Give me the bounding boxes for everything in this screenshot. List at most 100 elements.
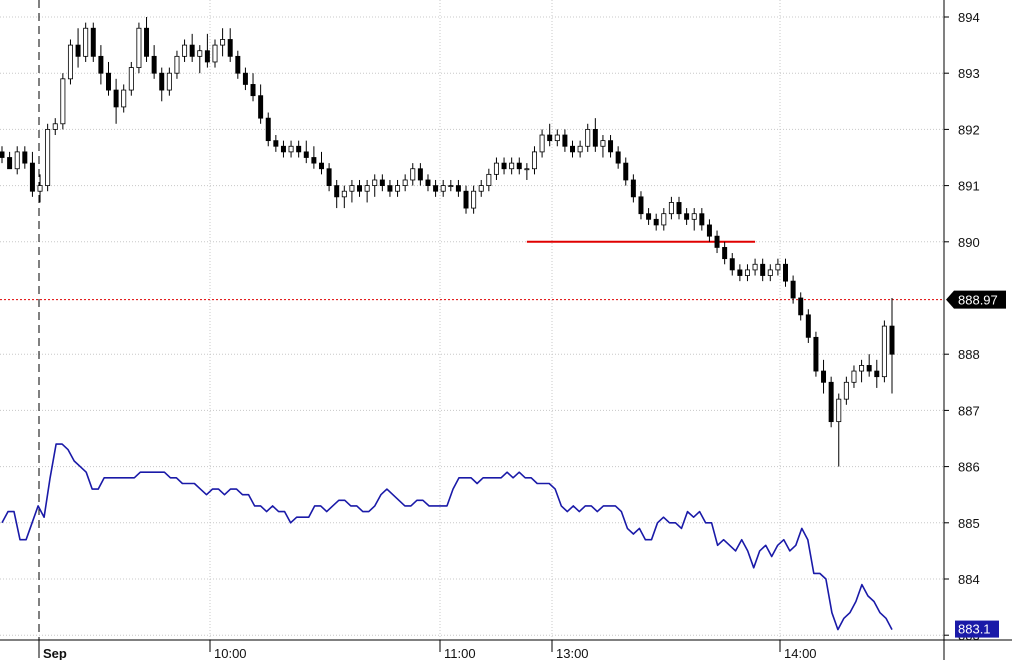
candle-body — [744, 269, 750, 276]
candle-body — [90, 27, 96, 57]
candle-body — [75, 44, 81, 57]
candle-body — [204, 50, 210, 63]
candle-body — [851, 370, 857, 383]
candle-body — [585, 128, 591, 147]
candle-body — [379, 179, 385, 186]
candle-body — [859, 365, 865, 372]
y-tick-label: 893 — [958, 66, 980, 81]
candle-body — [706, 224, 712, 237]
blue-line-series — [1, 443, 893, 631]
candle-body — [417, 168, 423, 181]
y-tick-label: 890 — [958, 235, 980, 250]
candle-body — [874, 370, 880, 378]
candle-body — [326, 168, 332, 187]
candle-body — [866, 365, 872, 372]
candle-body — [767, 269, 773, 276]
candle-body — [471, 190, 477, 209]
candle-body — [478, 185, 484, 192]
candle-body — [318, 162, 324, 170]
candle-body — [288, 145, 294, 153]
candle-body — [235, 55, 241, 74]
x-axis-ticks: Sep 10:00 11:00 13:00 14:00 — [38, 640, 817, 660]
candle-body — [189, 44, 195, 57]
y-tick-label: 884 — [958, 572, 980, 587]
candle-body — [387, 185, 393, 192]
candle-body — [159, 72, 165, 91]
candle-body — [646, 213, 652, 220]
candle-body — [881, 325, 887, 378]
candle-body — [136, 27, 142, 68]
candle-body — [29, 162, 35, 192]
blue-series-line — [1, 443, 893, 631]
candle-body — [821, 370, 827, 383]
candle-body — [562, 134, 568, 147]
y-axis-ticks: 894893892891890888887886885884883 — [944, 10, 980, 643]
candle-body — [212, 44, 218, 63]
candle-body — [798, 297, 804, 316]
candle-body — [691, 213, 697, 220]
x-tick-label: 10:00 — [214, 646, 247, 660]
candle-body — [790, 280, 796, 299]
candle-body — [615, 151, 621, 164]
candle-body — [509, 162, 515, 170]
candle-body — [463, 190, 469, 209]
candle-body — [106, 72, 111, 91]
candle-body — [722, 247, 728, 260]
candle-body — [182, 44, 188, 57]
value-tags: 888.97 883.1 — [946, 290, 1006, 638]
candle-body — [448, 185, 454, 188]
candle-body — [547, 134, 553, 142]
candle-body — [311, 157, 317, 164]
price-tag-label: 888.97 — [958, 293, 998, 308]
candle-body — [227, 39, 233, 57]
candle-body — [151, 55, 157, 74]
candle-body — [220, 39, 226, 46]
candle-body — [0, 151, 5, 158]
candle-body — [501, 162, 507, 170]
candle-body — [889, 325, 895, 355]
candle-body — [83, 27, 89, 57]
candle-body — [433, 185, 439, 192]
candle-body — [524, 168, 530, 171]
candle-body — [592, 128, 598, 147]
candle-body — [7, 157, 13, 170]
candle-body — [410, 168, 416, 181]
line-tag-label: 883.1 — [958, 622, 991, 637]
candle-body — [258, 95, 264, 119]
x-tick-label: 13:00 — [556, 646, 589, 660]
candle-body — [273, 140, 279, 147]
candle-body — [296, 145, 302, 153]
candle-body — [554, 134, 560, 142]
candle-body — [843, 381, 849, 400]
y-tick-label: 888 — [958, 347, 980, 362]
candle-body — [653, 218, 659, 226]
candle-body — [242, 72, 248, 85]
candle-body — [539, 134, 545, 153]
candle-body — [22, 151, 28, 164]
y-tick-label: 886 — [958, 460, 980, 475]
candle-body — [600, 140, 606, 147]
candle-body — [265, 117, 271, 142]
candle-body — [128, 67, 134, 91]
candle-body — [577, 145, 583, 153]
candle-body — [440, 185, 446, 192]
candle-body — [608, 140, 614, 153]
candle-body — [372, 179, 378, 186]
candle-body — [455, 185, 461, 192]
candle-body — [402, 179, 408, 186]
candle-body — [357, 185, 363, 192]
candle-body — [493, 162, 499, 175]
candle-body — [250, 84, 256, 97]
candle-body — [334, 185, 340, 198]
chart-grid — [0, 0, 944, 660]
candle-body — [486, 173, 492, 187]
candle-body — [737, 269, 743, 276]
candle-body — [67, 44, 73, 80]
candle-body — [37, 185, 43, 192]
candle-body — [760, 263, 766, 276]
candle-body — [14, 151, 20, 170]
y-tick-label: 894 — [958, 10, 980, 25]
candle-body — [714, 235, 720, 248]
x-tick-label: 14:00 — [784, 646, 817, 660]
